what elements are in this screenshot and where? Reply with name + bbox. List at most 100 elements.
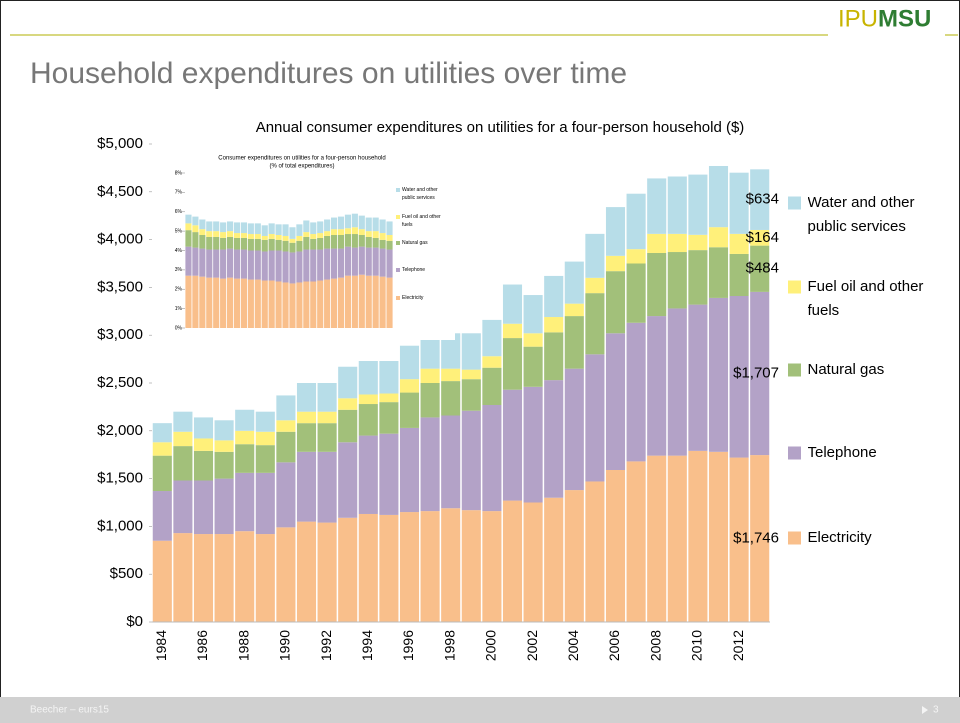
bar-segment (544, 380, 564, 498)
bar-segment (358, 404, 378, 436)
legend-label: Natural gas (402, 240, 428, 246)
bar-segment (379, 433, 399, 515)
bar-segment (461, 333, 481, 370)
bar-segment (233, 233, 241, 238)
bar-segment (247, 234, 254, 239)
bar-segment (206, 249, 213, 278)
bar-segment (750, 245, 770, 292)
chart-title: Annual consumer expenditures on utilitie… (256, 119, 745, 136)
bar-segment (351, 275, 358, 328)
bar-segment (688, 174, 708, 235)
bar-segment (296, 224, 303, 236)
bar-segment (254, 223, 261, 235)
bar-segment (282, 251, 289, 283)
y-tick-label: 2% (175, 287, 183, 293)
y-tick-label: 0% (175, 325, 183, 331)
bar-segment (152, 455, 172, 492)
bar-segment (173, 480, 193, 534)
bar-segment (275, 235, 282, 240)
bar-segment (605, 333, 626, 470)
bar-segment (213, 231, 220, 237)
y-tick-label: $1,500 (97, 470, 143, 487)
bar-segment (152, 442, 172, 456)
x-tick-label: 1994 (359, 630, 375, 661)
bar-segment (379, 514, 399, 622)
bar-segment (199, 248, 206, 277)
bar-segment (337, 248, 345, 278)
bar-segment (564, 261, 584, 304)
bar-segment (482, 511, 502, 622)
bar-segment (399, 392, 420, 428)
bar-segment (255, 431, 275, 446)
bar-segment (276, 462, 296, 528)
x-tick-label: 2000 (483, 630, 499, 661)
bar-segment (523, 346, 543, 387)
bar-segment (386, 235, 393, 241)
bar-segment (358, 361, 378, 395)
bar-segment (358, 274, 365, 328)
bar-segment (310, 238, 317, 250)
bar-segment (379, 361, 399, 394)
bar-segment (317, 280, 324, 328)
bar-segment (337, 277, 345, 328)
bar-segment (420, 383, 440, 418)
legend-swatch (788, 363, 801, 377)
bar-segment (282, 240, 289, 252)
bar-segment (647, 233, 667, 253)
chart-title: Consumer expenditures on utilities for a… (218, 156, 385, 162)
bar-segment (317, 233, 324, 238)
bar-segment (708, 165, 729, 228)
bar-segment (379, 402, 399, 434)
bar-segment (220, 237, 227, 250)
bar-segment (254, 234, 261, 239)
bar-segment (372, 231, 379, 238)
bar-segment (605, 469, 626, 622)
legend-item: Water and other public services (807, 194, 915, 235)
bar-segment (399, 379, 420, 393)
bar-segment (379, 393, 399, 403)
footer-text: Beecher – eurs15 (30, 705, 109, 716)
value-label: $1,707 (733, 364, 779, 381)
bar-segment (214, 451, 234, 479)
bar-segment (523, 333, 543, 347)
bar-segment (750, 169, 770, 230)
bar-segment (337, 229, 345, 235)
bar-segment (626, 193, 646, 250)
bar-segment (605, 207, 626, 256)
bar-segment (441, 381, 461, 416)
bar-segment (220, 249, 227, 279)
bar-segment (276, 420, 296, 432)
bar-segment (317, 423, 337, 452)
bar-segment (193, 417, 214, 439)
x-tick-label: 1990 (277, 630, 293, 661)
bar-segment (379, 248, 386, 277)
bar-segment (173, 446, 193, 481)
bar-segment (358, 235, 365, 247)
bar-segment (365, 231, 372, 237)
bar-segment (233, 237, 241, 250)
bar-segment (351, 234, 358, 248)
y-tick-label: 3% (175, 267, 183, 273)
bar-segment (351, 247, 358, 276)
legend-label: Water and other public services (807, 194, 915, 235)
y-tick-label: $4,500 (97, 183, 143, 200)
legend-item: Water and other public services (402, 187, 438, 201)
bar-segment (261, 235, 268, 240)
bar-segment (185, 275, 192, 328)
bar-segment (379, 233, 386, 240)
bar-segment (289, 242, 296, 253)
bar-segment (605, 271, 626, 334)
bar-segment (317, 522, 337, 622)
bar-segment (441, 508, 461, 622)
bar-segment (310, 222, 317, 235)
bar-segment (544, 332, 564, 381)
bar-segment (688, 250, 708, 305)
bar-segment (268, 280, 275, 328)
bar-segment (338, 398, 358, 410)
bar-segment (708, 227, 729, 248)
bar-segment (358, 394, 378, 405)
legend-item: Telephone (402, 267, 425, 273)
bar-segment (605, 255, 626, 272)
bar-segment (317, 411, 337, 424)
x-tick-label: 2010 (689, 630, 705, 661)
